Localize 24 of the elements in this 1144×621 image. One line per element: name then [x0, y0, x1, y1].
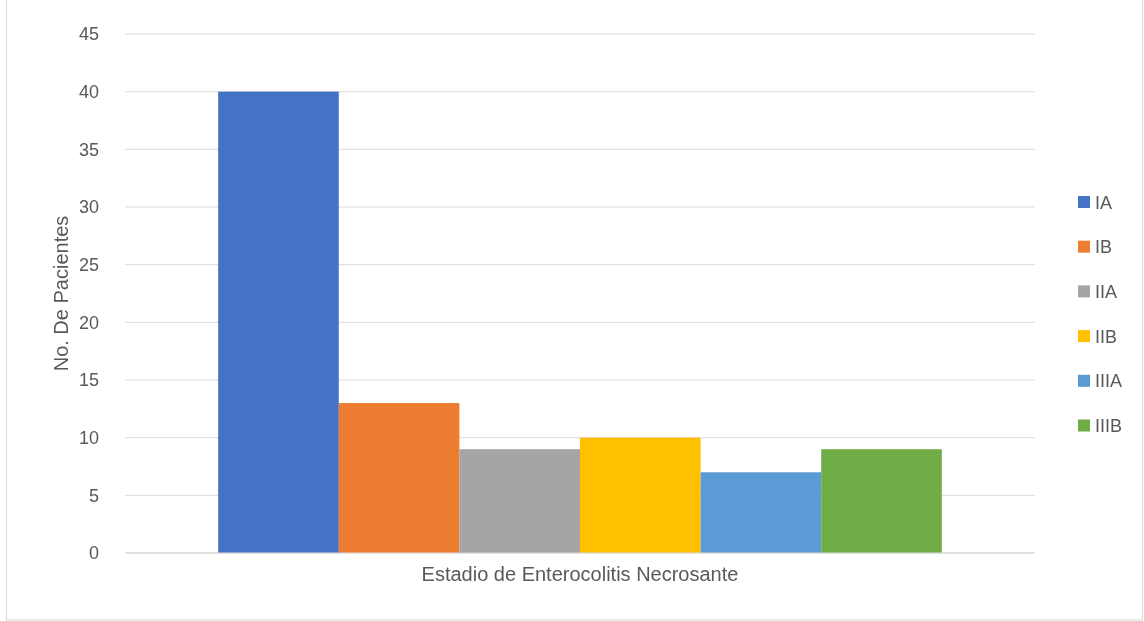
y-tick-label: 5: [88, 485, 99, 506]
y-tick-label: 35: [78, 139, 99, 160]
y-tick-label: 40: [78, 81, 99, 102]
legend-label: IIIA: [1095, 371, 1123, 392]
bar: [821, 449, 942, 553]
y-axis-title: No. De Pacientes: [50, 215, 72, 372]
y-tick-label: 30: [78, 197, 99, 218]
bar: [218, 91, 339, 553]
y-tick-label: 45: [78, 24, 99, 45]
x-tick-label: Estadio de Enterocolitis Necrosante: [421, 563, 739, 586]
bar: [580, 437, 701, 553]
legend-label: IIIB: [1095, 416, 1123, 436]
y-tick-label: 20: [78, 312, 99, 333]
bar: [700, 472, 822, 553]
legend-label: IIB: [1095, 326, 1118, 347]
bar: [338, 403, 460, 553]
y-tick-label: 10: [78, 427, 99, 448]
y-tick-label: 0: [88, 543, 99, 564]
legend-label: IA: [1095, 192, 1113, 213]
legend-label: IB: [1095, 237, 1113, 258]
y-tick-label: 15: [78, 370, 99, 391]
y-tick-label: 25: [78, 254, 99, 275]
legend-label: IIA: [1095, 281, 1118, 302]
bar: [459, 449, 580, 553]
